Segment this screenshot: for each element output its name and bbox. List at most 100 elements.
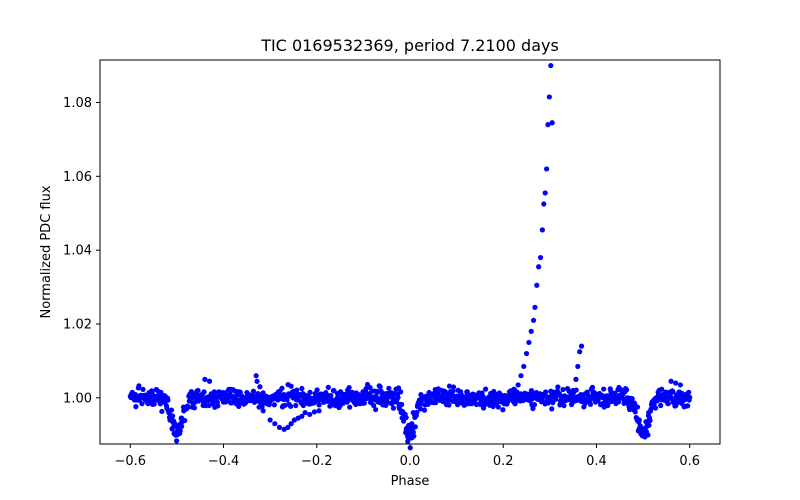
y-tick-label: 1.06 xyxy=(63,170,92,185)
data-point xyxy=(325,384,331,390)
data-point xyxy=(539,227,545,233)
data-point xyxy=(282,402,288,408)
data-point xyxy=(677,382,683,388)
x-tick-label: −0.2 xyxy=(301,454,333,469)
data-point xyxy=(534,282,540,288)
data-point xyxy=(215,403,221,409)
data-point xyxy=(640,432,646,438)
data-point xyxy=(549,120,555,126)
data-point xyxy=(347,404,353,410)
x-tick-label: −0.6 xyxy=(115,454,147,469)
data-point xyxy=(561,403,567,409)
data-point xyxy=(548,62,554,69)
data-point xyxy=(518,373,524,379)
data-point xyxy=(300,402,306,409)
data-point xyxy=(570,387,576,394)
data-point xyxy=(168,415,174,421)
data-point xyxy=(316,402,322,408)
data-point xyxy=(530,317,537,323)
y-tick-label: 1.02 xyxy=(63,318,92,333)
data-point xyxy=(165,397,171,403)
data-point xyxy=(687,394,693,400)
data-point xyxy=(395,385,402,391)
y-axis-label: Normalized PDC flux xyxy=(39,185,54,318)
data-point xyxy=(139,401,145,407)
data-point xyxy=(543,166,550,172)
data-point xyxy=(311,409,318,415)
data-point xyxy=(409,421,415,427)
data-point xyxy=(302,410,308,416)
data-point xyxy=(272,421,278,427)
data-point xyxy=(174,432,180,438)
plot-area xyxy=(100,60,720,444)
data-point xyxy=(346,384,352,391)
data-point xyxy=(253,373,259,379)
data-point xyxy=(195,387,201,394)
data-point xyxy=(276,424,283,430)
data-point xyxy=(328,392,334,399)
data-point xyxy=(500,407,506,413)
data-point xyxy=(397,389,404,395)
data-point xyxy=(410,410,416,416)
data-point xyxy=(536,264,542,270)
data-point xyxy=(421,407,428,413)
data-point xyxy=(180,404,187,410)
data-point xyxy=(433,400,439,406)
data-point xyxy=(257,384,263,390)
data-point xyxy=(446,402,452,408)
data-point xyxy=(288,383,294,389)
data-point xyxy=(279,385,285,391)
data-point xyxy=(569,401,575,408)
data-point xyxy=(560,386,566,393)
data-point xyxy=(515,382,521,388)
data-point xyxy=(377,384,383,390)
data-point xyxy=(663,389,669,395)
data-point xyxy=(644,419,650,425)
data-point xyxy=(403,414,409,421)
data-point xyxy=(601,386,607,392)
data-point xyxy=(685,403,691,409)
data-point xyxy=(502,393,509,399)
data-point xyxy=(490,403,496,410)
data-point xyxy=(284,397,290,403)
data-point xyxy=(314,387,320,393)
data-point xyxy=(632,409,638,415)
data-point xyxy=(250,388,257,394)
data-point xyxy=(176,426,182,432)
data-point xyxy=(406,435,412,442)
data-point xyxy=(411,433,417,439)
data-point xyxy=(659,386,665,392)
data-point xyxy=(653,405,659,411)
x-tick-label: −0.4 xyxy=(208,454,240,469)
x-tick-label: 0.0 xyxy=(400,454,421,469)
x-axis-ticks: −0.6 −0.4 −0.2 0.0 0.2 0.4 0.6 xyxy=(115,444,700,469)
data-point xyxy=(254,378,260,384)
data-point xyxy=(686,389,692,395)
data-point xyxy=(507,391,513,397)
data-point xyxy=(665,401,671,407)
data-point xyxy=(668,378,674,384)
data-point xyxy=(417,406,424,412)
data-point xyxy=(577,349,583,355)
y-tick-label: 1.04 xyxy=(63,244,92,259)
data-point xyxy=(311,399,318,405)
data-point xyxy=(549,406,555,412)
data-point xyxy=(299,413,305,419)
y-axis-ticks: 1.00 1.02 1.04 1.06 1.08 xyxy=(63,96,100,406)
data-point xyxy=(542,190,548,196)
data-point xyxy=(206,378,213,384)
data-point xyxy=(521,363,527,370)
data-point xyxy=(288,403,294,409)
y-tick-label: 1.00 xyxy=(63,391,92,406)
data-point xyxy=(450,388,456,394)
data-point xyxy=(482,386,489,392)
data-point xyxy=(526,339,532,346)
x-tick-label: 0.6 xyxy=(679,454,700,469)
data-point xyxy=(505,398,511,404)
data-point xyxy=(546,94,552,100)
data-point xyxy=(573,376,579,382)
data-point xyxy=(575,363,581,370)
data-point xyxy=(331,388,337,394)
data-point xyxy=(589,384,596,390)
